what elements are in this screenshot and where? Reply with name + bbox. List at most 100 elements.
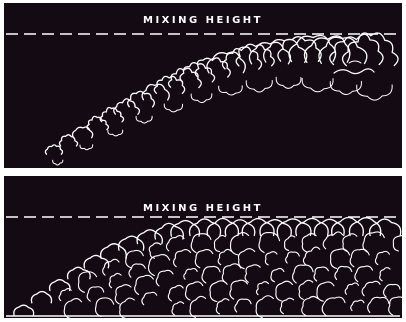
bottom-plume-envelope bbox=[331, 216, 364, 237]
bottom-plume-envelope bbox=[154, 222, 184, 240]
bottom-plume-inner-billow bbox=[171, 301, 185, 316]
bottom-plume-inner-billow bbox=[383, 283, 401, 298]
bottom-panel: MIXING HEIGHT bbox=[4, 176, 402, 318]
top-plume-outline bbox=[44, 32, 399, 166]
bottom-plume-envelope bbox=[100, 243, 127, 259]
bottom-plume-inner-billow bbox=[322, 231, 344, 250]
top-plume-billow bbox=[141, 83, 170, 101]
top-plume-billow bbox=[318, 36, 368, 65]
bottom-plume-inner-billow bbox=[155, 269, 174, 287]
bottom-plume-envelope bbox=[48, 279, 71, 292]
bottom-plume-envelope bbox=[30, 290, 53, 304]
top-plume-billow bbox=[221, 46, 263, 70]
bottom-plume-envelope bbox=[348, 217, 382, 237]
bottom-plume-inner-billow bbox=[285, 251, 300, 264]
top-plume-underside bbox=[245, 80, 273, 93]
bottom-plume-inner-billow bbox=[86, 286, 105, 302]
top-plume-billow bbox=[248, 41, 292, 65]
top-panel: MIXING HEIGHT bbox=[4, 3, 402, 168]
bottom-plume-envelope bbox=[276, 218, 312, 237]
bottom-plume-inner-billow bbox=[374, 250, 390, 266]
top-plume-billow bbox=[86, 115, 110, 131]
top-plume-billow bbox=[329, 33, 384, 66]
bottom-plume-inner-billow bbox=[183, 267, 198, 280]
bottom-plume-inner-billow bbox=[321, 296, 346, 317]
bottom-plume-inner-billow bbox=[102, 258, 120, 276]
bottom-plume-inner-billow bbox=[302, 246, 321, 266]
bottom-plume-inner-billow bbox=[283, 235, 296, 251]
bottom-plume-envelope bbox=[117, 235, 145, 251]
bottom-plume-inner-billow bbox=[344, 282, 360, 295]
bottom-plume-inner-billow bbox=[119, 297, 135, 318]
top-plume-underside bbox=[301, 77, 334, 93]
bottom-plume-inner-billow bbox=[244, 264, 261, 283]
top-plume-billow bbox=[44, 144, 64, 155]
bottom-plume-envelope bbox=[170, 219, 201, 237]
top-plume-wisp bbox=[333, 68, 375, 75]
bottom-plume-inner-billow bbox=[167, 284, 184, 302]
bottom-plume-inner-billow bbox=[388, 296, 402, 316]
top-plume-billow bbox=[235, 43, 275, 67]
bottom-plume-inner-billow bbox=[114, 284, 132, 305]
bottom-plume-inner-billow bbox=[362, 231, 385, 253]
top-plume-underside bbox=[329, 80, 362, 96]
bottom-plume-inner-billow bbox=[108, 272, 122, 289]
bottom-plume-inner-billow bbox=[141, 291, 158, 306]
top-plume-underside bbox=[190, 93, 213, 104]
bottom-plume-inner-billow bbox=[379, 267, 391, 282]
top-plume-billow bbox=[58, 134, 79, 147]
top-plume-drawing bbox=[6, 32, 400, 166]
bottom-plume-inner-billow bbox=[258, 232, 281, 254]
top-plume-billow bbox=[194, 57, 231, 78]
bottom-plume-inner-billow bbox=[334, 265, 353, 281]
bottom-plume-envelope bbox=[13, 304, 35, 317]
top-mixing-height-label: MIXING HEIGHT bbox=[143, 15, 263, 26]
bottom-plume-outline bbox=[13, 216, 402, 318]
bottom-plume-envelope bbox=[206, 217, 240, 237]
top-plume-billow bbox=[99, 106, 125, 123]
bottom-plume-inner-billow bbox=[255, 281, 270, 296]
bottom-plume-inner-billow bbox=[190, 233, 212, 254]
top-plume-underside bbox=[163, 103, 184, 113]
top-plume-billow bbox=[153, 75, 186, 95]
bottom-plume-envelope bbox=[368, 218, 402, 237]
bottom-plume-inner-billow bbox=[301, 295, 319, 316]
bottom-plume-envelope bbox=[136, 229, 163, 245]
bottom-plume-inner-billow bbox=[194, 249, 214, 269]
bottom-plume-inner-billow bbox=[63, 298, 83, 318]
bottom-plume-inner-billow bbox=[349, 248, 370, 268]
bottom-plume-inner-billow bbox=[270, 267, 285, 283]
bottom-plume-envelope bbox=[313, 218, 345, 237]
bottom-plume-inner-billow bbox=[301, 233, 317, 253]
top-plume-billow bbox=[303, 35, 351, 64]
bottom-plume-inner-billow bbox=[264, 251, 278, 266]
bottom-mixing-height-label: MIXING HEIGHT bbox=[143, 203, 263, 214]
top-plume-billow bbox=[206, 51, 246, 74]
bottom-plume-inner-billow bbox=[173, 249, 192, 268]
bottom-plume-envelope bbox=[83, 254, 110, 269]
bottom-plume-inner-billow bbox=[221, 263, 242, 284]
bottom-plume-inner-billow bbox=[94, 297, 115, 318]
top-plume-billow bbox=[288, 34, 337, 63]
bottom-plume-inner-billow bbox=[77, 271, 98, 293]
bottom-plume-inner-billow bbox=[361, 280, 381, 297]
bottom-plume-inner-billow bbox=[229, 279, 249, 300]
bottom-plume-inner-billow bbox=[255, 295, 274, 318]
top-plume-underside bbox=[79, 144, 94, 151]
top-plume-underside bbox=[135, 115, 153, 124]
top-plume-underside bbox=[356, 84, 393, 101]
bottom-plume-envelope bbox=[188, 218, 222, 237]
bottom-plume-inner-billow bbox=[275, 280, 293, 302]
top-plume-billow bbox=[71, 126, 94, 139]
bottom-plume-inner-billow bbox=[125, 249, 144, 269]
bottom-plume-inner-billow bbox=[229, 232, 250, 256]
bottom-plume-envelope bbox=[295, 217, 329, 237]
top-plume-underside bbox=[107, 129, 124, 137]
bottom-plume-envelope bbox=[259, 219, 292, 237]
bottom-plume-inner-billow bbox=[217, 248, 232, 266]
top-plume-underside bbox=[52, 159, 64, 166]
bottom-plume-inner-billow bbox=[215, 298, 230, 315]
bottom-plume-inner-billow bbox=[201, 265, 221, 284]
bottom-plume-envelope bbox=[66, 266, 91, 280]
bottom-plume-drawing bbox=[6, 216, 402, 318]
